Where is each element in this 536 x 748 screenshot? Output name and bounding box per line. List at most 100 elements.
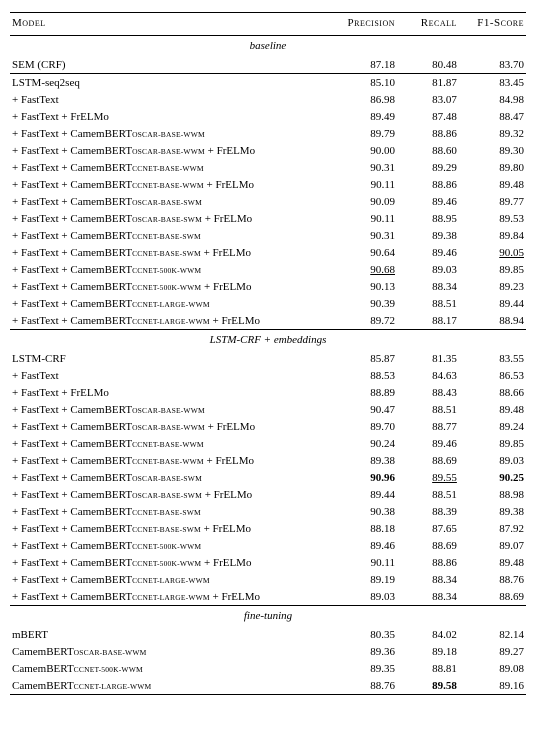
recall-cell: 88.51: [397, 401, 459, 418]
precision-cell: 88.53: [330, 367, 397, 384]
recall-cell: 88.77: [397, 418, 459, 435]
model-cell: + FastText + CamemBERTOSCAR-BASE-SWM: [10, 469, 330, 486]
precision-cell: 90.00: [330, 142, 397, 159]
table-row: mBERT80.3584.0282.14: [10, 626, 526, 643]
table-row: + FastText + CamemBERTCCNET-500K-WWM + F…: [10, 278, 526, 295]
precision-cell: 90.38: [330, 503, 397, 520]
table-row: + FastText + CamemBERTOSCAR-BASE-WWM90.4…: [10, 401, 526, 418]
recall-cell: 89.29: [397, 159, 459, 176]
f1-cell: 89.07: [459, 537, 526, 554]
model-cell: SEM (CRF): [10, 56, 330, 74]
f1-cell: 88.69: [459, 588, 526, 606]
f1-cell: 90.05: [459, 244, 526, 261]
recall-cell: 88.51: [397, 295, 459, 312]
recall-cell: 89.18: [397, 643, 459, 660]
table-row: + FastText86.9883.0784.98: [10, 91, 526, 108]
f1-cell: 83.70: [459, 56, 526, 74]
precision-cell: 89.19: [330, 571, 397, 588]
table-row: + FastText + CamemBERTOSCAR-BASE-WWM + F…: [10, 418, 526, 435]
recall-cell: 88.69: [397, 537, 459, 554]
table-row: + FastText + FrELMo89.4987.4888.47: [10, 108, 526, 125]
f1-cell: 89.38: [459, 503, 526, 520]
precision-cell: 90.68: [330, 261, 397, 278]
table-row: LSTM-seq2seq85.1081.8783.45: [10, 74, 526, 91]
table-row: + FastText88.5384.6386.53: [10, 367, 526, 384]
model-cell: + FastText + CamemBERTCCNET-BASE-WWM: [10, 435, 330, 452]
recall-cell: 89.46: [397, 244, 459, 261]
col-precision: Precision: [330, 13, 397, 36]
model-cell: + FastText + CamemBERTCCNET-BASE-SWM: [10, 227, 330, 244]
model-cell: + FastText + CamemBERTCCNET-LARGE-WWM + …: [10, 312, 330, 330]
table-row: + FastText + CamemBERTOSCAR-BASE-SWM90.0…: [10, 193, 526, 210]
table-row: + FastText + CamemBERTOSCAR-BASE-WWM89.7…: [10, 125, 526, 142]
recall-cell: 88.39: [397, 503, 459, 520]
f1-cell: 89.53: [459, 210, 526, 227]
precision-cell: 90.09: [330, 193, 397, 210]
f1-cell: 84.98: [459, 91, 526, 108]
precision-cell: 88.18: [330, 520, 397, 537]
table-row: + FastText + CamemBERTOSCAR-BASE-WWM + F…: [10, 142, 526, 159]
precision-cell: 90.13: [330, 278, 397, 295]
table-row: + FastText + CamemBERTCCNET-LARGE-WWM89.…: [10, 571, 526, 588]
recall-cell: 83.07: [397, 91, 459, 108]
f1-cell: 88.98: [459, 486, 526, 503]
model-cell: + FastText + CamemBERTCCNET-BASE-WWM: [10, 159, 330, 176]
recall-cell: 88.81: [397, 660, 459, 677]
table-row: + FastText + CamemBERTOSCAR-BASE-SWM + F…: [10, 210, 526, 227]
recall-cell: 88.34: [397, 278, 459, 295]
precision-cell: 90.39: [330, 295, 397, 312]
recall-cell: 89.46: [397, 435, 459, 452]
table-row: + FastText + CamemBERTCCNET-BASE-WWM + F…: [10, 452, 526, 469]
f1-cell: 89.48: [459, 176, 526, 193]
col-model: Model: [10, 13, 330, 36]
recall-cell: 88.95: [397, 210, 459, 227]
f1-cell: 88.47: [459, 108, 526, 125]
recall-cell: 88.69: [397, 452, 459, 469]
section-title: LSTM-CRF + embeddings: [10, 330, 526, 350]
f1-cell: 89.44: [459, 295, 526, 312]
col-recall: Recall: [397, 13, 459, 36]
model-cell: CamemBERTCCNET-LARGE-WWM: [10, 677, 330, 695]
table-row: + FastText + CamemBERTCCNET-500K-WWM90.6…: [10, 261, 526, 278]
precision-cell: 90.11: [330, 210, 397, 227]
precision-cell: 89.35: [330, 660, 397, 677]
f1-cell: 89.77: [459, 193, 526, 210]
precision-cell: 89.46: [330, 537, 397, 554]
precision-cell: 89.03: [330, 588, 397, 606]
f1-cell: 83.55: [459, 350, 526, 367]
recall-cell: 89.03: [397, 261, 459, 278]
precision-cell: 85.10: [330, 74, 397, 91]
f1-cell: 89.08: [459, 660, 526, 677]
recall-cell: 88.43: [397, 384, 459, 401]
table-row: CamemBERTCCNET-LARGE-WWM88.7689.5889.16: [10, 677, 526, 695]
model-cell: + FastText + CamemBERTCCNET-BASE-WWM + F…: [10, 452, 330, 469]
section-title-row: LSTM-CRF + embeddings: [10, 330, 526, 350]
precision-cell: 88.76: [330, 677, 397, 695]
model-cell: + FastText: [10, 91, 330, 108]
precision-cell: 90.31: [330, 227, 397, 244]
recall-cell: 89.46: [397, 193, 459, 210]
recall-cell: 88.17: [397, 312, 459, 330]
model-cell: + FastText + CamemBERTCCNET-BASE-SWM + F…: [10, 244, 330, 261]
model-cell: + FastText + CamemBERTCCNET-BASE-WWM + F…: [10, 176, 330, 193]
recall-cell: 88.34: [397, 571, 459, 588]
table-row: + FastText + CamemBERTOSCAR-BASE-SWM + F…: [10, 486, 526, 503]
f1-cell: 89.24: [459, 418, 526, 435]
f1-cell: 89.32: [459, 125, 526, 142]
precision-cell: 89.38: [330, 452, 397, 469]
table-row: CamemBERTCCNET-500K-WWM89.3588.8189.08: [10, 660, 526, 677]
recall-cell: 89.55: [397, 469, 459, 486]
precision-cell: 89.49: [330, 108, 397, 125]
model-cell: + FastText + CamemBERTCCNET-500K-WWM: [10, 261, 330, 278]
model-cell: + FastText + CamemBERTOSCAR-BASE-SWM + F…: [10, 486, 330, 503]
f1-cell: 89.27: [459, 643, 526, 660]
model-cell: + FastText + CamemBERTOSCAR-BASE-SWM + F…: [10, 210, 330, 227]
model-cell: + FastText + CamemBERTCCNET-BASE-SWM: [10, 503, 330, 520]
precision-cell: 89.36: [330, 643, 397, 660]
recall-cell: 84.02: [397, 626, 459, 643]
table-row: + FastText + CamemBERTCCNET-500K-WWM + F…: [10, 554, 526, 571]
recall-cell: 89.58: [397, 677, 459, 695]
table-row: + FastText + CamemBERTCCNET-BASE-SWM + F…: [10, 244, 526, 261]
model-cell: + FastText + FrELMo: [10, 108, 330, 125]
recall-cell: 88.60: [397, 142, 459, 159]
